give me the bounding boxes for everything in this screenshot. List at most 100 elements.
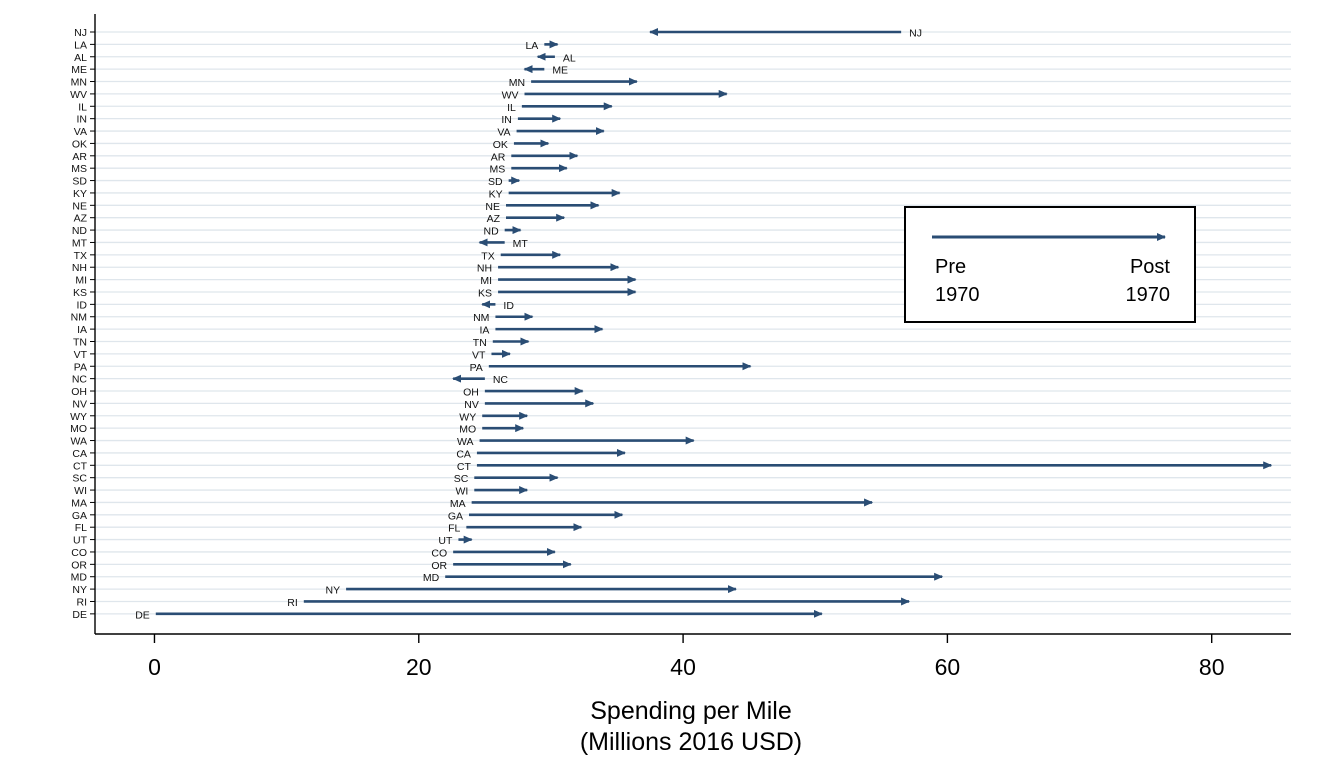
y-tick-label-id: ID bbox=[77, 299, 88, 311]
x-tick-label-0: 0 bbox=[148, 654, 161, 680]
legend-box bbox=[904, 206, 1196, 323]
y-tick-label-la: LA bbox=[74, 39, 87, 51]
y-tick-label-il: IL bbox=[78, 101, 87, 113]
y-tick-label-ne: NE bbox=[72, 200, 87, 212]
arrow-label-pa: PA bbox=[470, 362, 483, 374]
y-tick-label-nd: ND bbox=[72, 225, 88, 237]
y-tick-label-ri: RI bbox=[77, 596, 88, 608]
arrow-label-ar: AR bbox=[491, 151, 506, 163]
legend-start-label-2: 1970 bbox=[935, 284, 980, 306]
x-tick-label-80: 80 bbox=[1199, 654, 1225, 680]
legend: Pre 1970 Post 1970 bbox=[904, 206, 1196, 323]
y-tick-label-wa: WA bbox=[70, 436, 87, 448]
arrow-label-mi: MI bbox=[480, 275, 492, 287]
legend-end-label-1: Post bbox=[1130, 256, 1170, 278]
arrow-label-tn: TN bbox=[473, 337, 487, 349]
arrow-label-mn: MN bbox=[509, 77, 525, 89]
y-tick-label-pa: PA bbox=[74, 361, 87, 373]
y-tick-label-ky: KY bbox=[73, 188, 87, 200]
arrow-label-in: IN bbox=[501, 114, 512, 126]
arrow-label-ny: NY bbox=[326, 585, 341, 597]
y-tick-label-ut: UT bbox=[73, 535, 88, 547]
arrow-label-mt: MT bbox=[513, 238, 529, 250]
arrow-label-ga: GA bbox=[448, 510, 463, 522]
arrow-label-wa: WA bbox=[457, 436, 474, 448]
arrow-label-nm: NM bbox=[473, 312, 489, 324]
x-tick-label-40: 40 bbox=[670, 654, 696, 680]
arrow-label-ri: RI bbox=[287, 597, 298, 609]
y-tick-label-ny: NY bbox=[72, 584, 87, 596]
arrow-label-ks: KS bbox=[478, 287, 492, 299]
arrow-label-ne: NE bbox=[485, 201, 500, 213]
y-tick-label-va: VA bbox=[74, 126, 87, 138]
y-tick-label-md: MD bbox=[71, 572, 88, 584]
x-tick-label-20: 20 bbox=[406, 654, 432, 680]
arrow-label-ut: UT bbox=[438, 535, 453, 547]
arrow-label-fl: FL bbox=[448, 523, 460, 535]
arrow-label-nd: ND bbox=[484, 226, 500, 238]
legend-start-label-1: Pre bbox=[935, 256, 966, 278]
arrow-label-de: DE bbox=[135, 609, 150, 621]
x-axis: 0 20 40 60 80 bbox=[95, 633, 1291, 680]
y-tick-label-nh: NH bbox=[72, 262, 87, 274]
arrow-label-me: ME bbox=[552, 65, 568, 77]
arrow-label-tx: TX bbox=[481, 250, 494, 262]
y-tick-label-ms: MS bbox=[71, 163, 87, 175]
arrow-label-sd: SD bbox=[488, 176, 503, 188]
arrow-label-sc: SC bbox=[454, 473, 469, 485]
y-tick-label-fl: FL bbox=[75, 522, 87, 534]
y-tick-label-ia: IA bbox=[77, 324, 87, 336]
y-tick-label-me: ME bbox=[71, 64, 87, 76]
y-tick-label-az: AZ bbox=[74, 213, 88, 225]
y-tick-label-mn: MN bbox=[71, 77, 87, 89]
y-tick-label-wv: WV bbox=[70, 89, 87, 101]
arrow-label-ct: CT bbox=[457, 461, 472, 473]
arrow-label-ky: KY bbox=[489, 188, 503, 200]
y-tick-label-wi: WI bbox=[74, 485, 87, 497]
arrow-label-nv: NV bbox=[464, 399, 479, 411]
arrow-label-az: AZ bbox=[487, 213, 501, 225]
arrow-label-la: LA bbox=[525, 40, 538, 52]
arrow-label-il: IL bbox=[507, 102, 516, 114]
y-tick-label-nm: NM bbox=[71, 312, 87, 324]
y-tick-label-ar: AR bbox=[72, 151, 87, 163]
y-tick-label-al: AL bbox=[74, 52, 87, 64]
arrow-label-or: OR bbox=[431, 560, 447, 572]
arrow-label-mo: MO bbox=[459, 424, 476, 436]
arrow-label-al: AL bbox=[563, 52, 576, 64]
arrow-label-wy: WY bbox=[459, 411, 476, 423]
y-tick-label-tn: TN bbox=[73, 337, 87, 349]
y-tick-label-nv: NV bbox=[72, 398, 87, 410]
y-axis: NJLAALMEMNWVILINVAOKARMSSDKYNEAZNDMTTXNH… bbox=[70, 14, 96, 634]
arrow-label-wi: WI bbox=[455, 486, 468, 498]
arrow-label-oh: OH bbox=[463, 387, 479, 399]
arrow-series bbox=[155, 28, 1273, 618]
arrow-label-vt: VT bbox=[472, 349, 486, 361]
y-tick-label-sc: SC bbox=[72, 473, 87, 485]
x-axis-title-line-2: (Millions 2016 USD) bbox=[580, 728, 802, 756]
y-tick-label-co: CO bbox=[71, 547, 87, 559]
arrow-label-nj: NJ bbox=[909, 28, 922, 40]
y-tick-label-oh: OH bbox=[71, 386, 87, 398]
arrow-label-ca: CA bbox=[456, 448, 471, 460]
y-tick-label-tx: TX bbox=[74, 250, 87, 262]
y-tick-label-nj: NJ bbox=[74, 27, 87, 39]
arrow-label-ok: OK bbox=[493, 139, 508, 151]
arrow-label-nc: NC bbox=[493, 374, 509, 386]
x-axis-title-line-1: Spending per Mile bbox=[590, 697, 792, 725]
y-tick-label-de: DE bbox=[72, 609, 87, 621]
y-tick-label-mi: MI bbox=[75, 275, 87, 287]
y-tick-label-vt: VT bbox=[74, 349, 88, 361]
arrow-label-co: CO bbox=[431, 547, 447, 559]
arrow-label-wv: WV bbox=[502, 89, 519, 101]
arrow-label-va: VA bbox=[497, 127, 510, 139]
y-tick-label-nc: NC bbox=[72, 374, 88, 386]
arrow-label-id: ID bbox=[503, 300, 514, 312]
y-tick-label-or: OR bbox=[71, 559, 87, 571]
arrow-label-nh: NH bbox=[477, 263, 492, 275]
y-tick-label-in: IN bbox=[77, 114, 88, 126]
y-tick-label-sd: SD bbox=[72, 176, 87, 188]
arrow-label-md: MD bbox=[423, 572, 440, 584]
